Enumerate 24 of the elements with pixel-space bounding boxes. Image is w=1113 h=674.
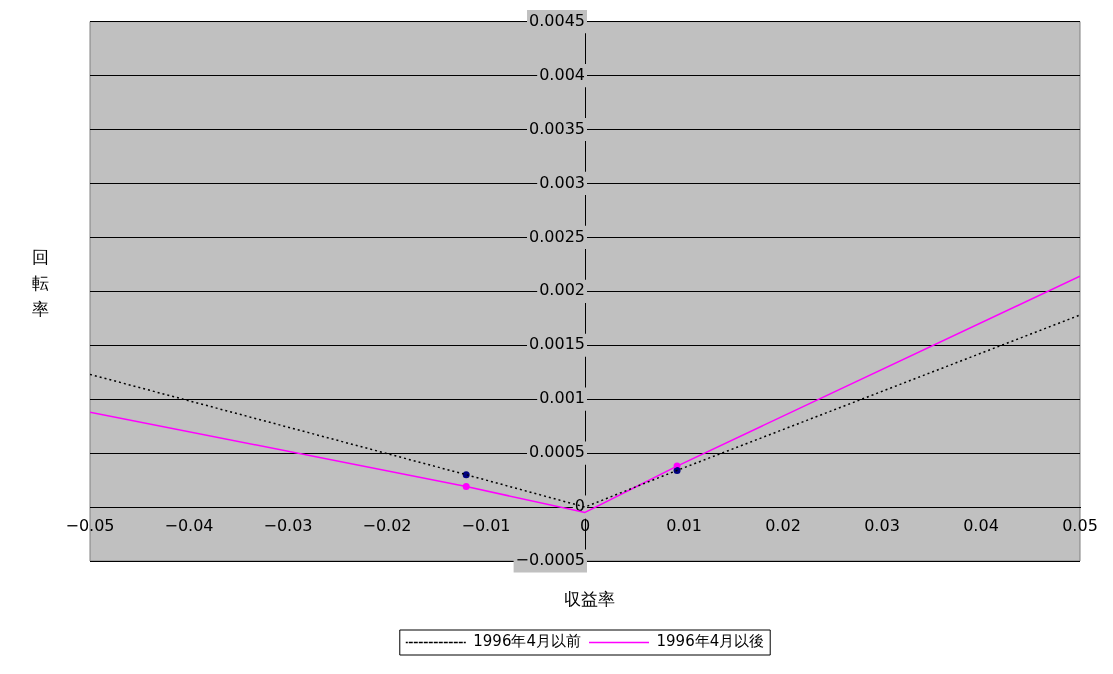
x-tick-label: 0.04 [963, 515, 999, 535]
y-tick-label: 0.0025 [529, 226, 585, 246]
x-tick-label: −0.02 [362, 515, 412, 535]
x-tick-label: 0.03 [864, 515, 900, 535]
legend-label: 1996年4月以後 [656, 632, 765, 651]
x-tick-label: −0.01 [461, 515, 511, 535]
y-tick-label: −0.0005 [515, 550, 585, 570]
y-tick-label: 0.0015 [529, 334, 585, 354]
x-tick-label: −0.04 [164, 515, 214, 535]
legend-label: 1996年4月以前 [473, 632, 581, 651]
y-tick-label: 0.003 [539, 172, 585, 192]
x-tick-label: 0.01 [666, 515, 702, 535]
y-tick-label: 0.004 [539, 64, 585, 84]
y-tick-label: 0.0035 [529, 118, 585, 138]
x-tick-label: −0.05 [65, 515, 115, 535]
x-axis-title: 収益率 [562, 588, 616, 611]
y-axis-title: 回転率 [30, 246, 50, 321]
y-tick-label: 0.002 [539, 280, 585, 300]
y-tick-label: 0.0045 [529, 10, 585, 30]
x-tick-label: 0.05 [1062, 515, 1098, 535]
x-tick-label: 0.02 [765, 515, 801, 535]
y-tick-label: 0.001 [539, 388, 585, 408]
x-tick-label: −0.03 [263, 515, 313, 535]
y-tick-label: 0.0005 [529, 442, 585, 462]
